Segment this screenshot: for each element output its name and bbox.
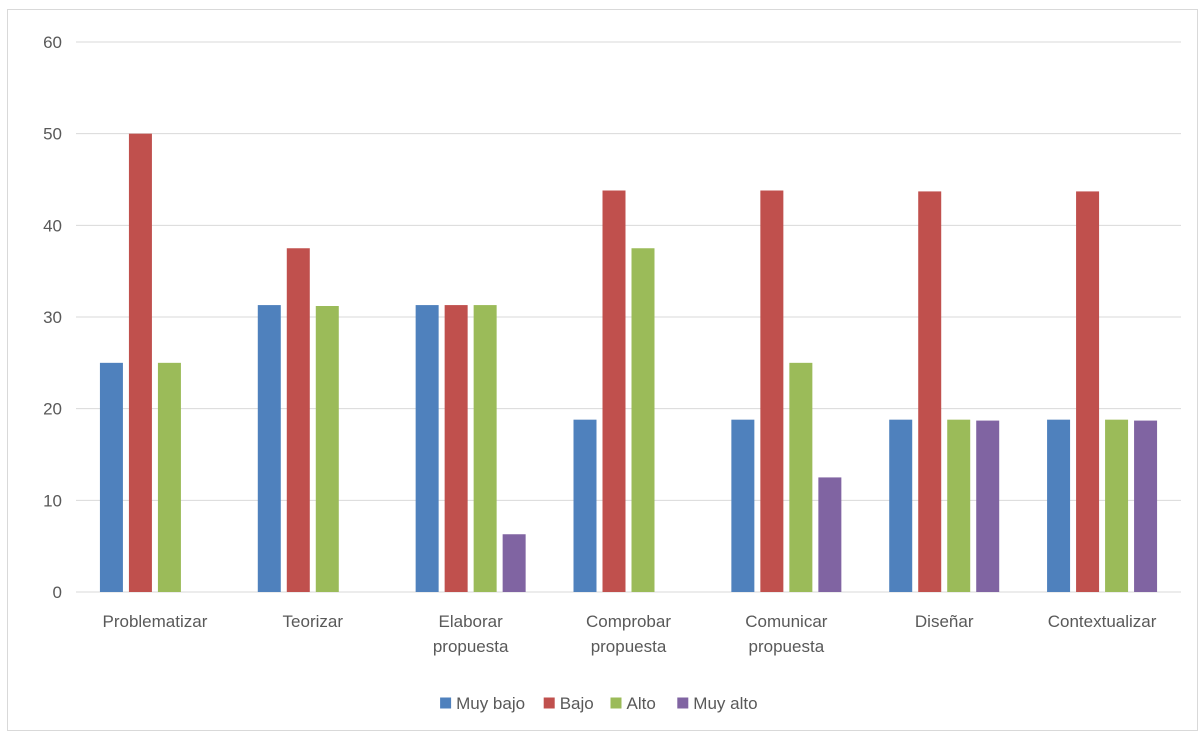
legend-label: Alto [627, 694, 656, 713]
bar-bajo [760, 190, 784, 592]
y-tick-label: 60 [43, 33, 62, 52]
legend-label: Muy bajo [456, 694, 525, 713]
legend-swatch [440, 697, 452, 709]
y-tick-label: 10 [43, 491, 62, 510]
x-category-label: propuesta [433, 637, 509, 656]
bar-muy-bajo [1047, 419, 1071, 592]
gridlines [76, 41, 1181, 593]
chart-frame: 0 10 20 30 40 50 60 Problematizar Teorizar Elabo… [7, 9, 1198, 731]
bar-muy-alto [1134, 420, 1158, 592]
bar-bajo [286, 248, 310, 592]
legend: Muy bajo Bajo Alto Muy alto [440, 694, 758, 713]
x-category-label: Problematizar [102, 612, 207, 631]
bar-alto [473, 305, 497, 592]
x-category-label: Contextualizar [1048, 612, 1157, 631]
bar-muy-bajo [99, 362, 123, 592]
bar-muy-alto [502, 534, 526, 592]
bar-bajo [1076, 191, 1100, 592]
legend-swatch [677, 697, 689, 709]
bar-alto [631, 248, 655, 592]
bar-muy-bajo [415, 305, 439, 592]
bar-muy-bajo [731, 419, 755, 592]
bar-muy-bajo [889, 419, 913, 592]
bar-bajo [602, 190, 626, 592]
y-tick-label: 50 [43, 125, 62, 144]
x-category-label: Diseñar [915, 612, 974, 631]
x-category-label: Comprobar [586, 612, 671, 631]
bar-muy-bajo [573, 419, 597, 592]
y-tick-label: 30 [43, 308, 62, 327]
y-axis-tick-labels: 0 10 20 30 40 50 60 [43, 33, 62, 602]
y-tick-label: 40 [43, 216, 62, 235]
bar-muy-bajo [257, 305, 281, 592]
y-tick-label: 20 [43, 400, 62, 419]
x-axis-category-labels: Problematizar Teorizar Elaborar propuesta Co… [102, 612, 1156, 656]
bar-muy-alto [818, 477, 842, 592]
legend-label: Bajo [560, 694, 594, 713]
x-category-label: propuesta [591, 637, 667, 656]
bar-bajo [128, 133, 152, 592]
bar-alto [1105, 419, 1129, 592]
x-category-label: Elaborar [439, 612, 504, 631]
bar-bajo [444, 305, 468, 592]
bar-muy-alto [976, 420, 1000, 592]
x-category-label: propuesta [749, 637, 825, 656]
legend-swatch [610, 697, 622, 709]
bar-alto [947, 419, 971, 592]
legend-swatch [543, 697, 555, 709]
y-tick-label: 0 [53, 583, 62, 602]
bar-alto [315, 306, 339, 592]
bars [99, 133, 1158, 592]
legend-label: Muy alto [693, 694, 757, 713]
x-category-label: Comunicar [745, 612, 828, 631]
bar-alto [157, 362, 181, 592]
x-category-label: Teorizar [283, 612, 344, 631]
bar-bajo [918, 191, 942, 592]
bar-alto [789, 362, 813, 592]
bar-chart: 0 10 20 30 40 50 60 Problematizar Teorizar Elabo… [43, 33, 1181, 713]
